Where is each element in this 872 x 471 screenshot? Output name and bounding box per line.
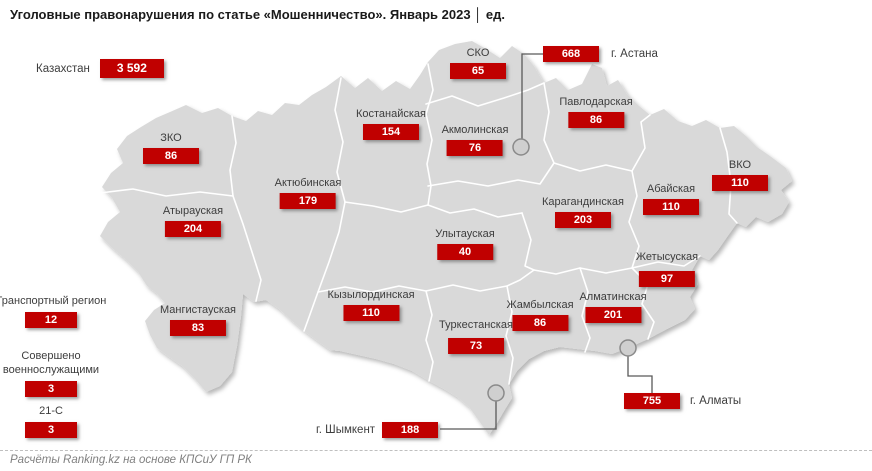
- total-kazakhstan: Казахстан 3 592: [36, 59, 164, 78]
- region-value-badge: 97: [638, 271, 695, 287]
- region-abai: Абайская 110: [643, 183, 699, 215]
- region-name: Улытауская: [435, 228, 495, 240]
- city-name: г. Алматы: [690, 395, 742, 407]
- region-value-badge: 40: [437, 244, 493, 260]
- region-vko: ВКО 110: [712, 159, 768, 191]
- footer-divider: [0, 450, 872, 451]
- region-value-badge: 73: [447, 338, 504, 354]
- stat-label: Совершено военнослужащими: [2, 350, 100, 376]
- source-note: Расчёты Ranking.kz на основе КПСиУ ГП РК: [10, 454, 252, 466]
- stat-label: Транспортный регион: [0, 295, 107, 307]
- region-almaty-oblast: Алматинская 201: [579, 291, 647, 323]
- region-mangystau: Мангистауская 83: [160, 304, 236, 336]
- region-name: Абайская: [646, 183, 696, 195]
- region-name: Кызылординская: [327, 289, 415, 301]
- region-zko: ЗКО 86: [143, 132, 199, 164]
- region-name: Алматинская: [579, 291, 647, 303]
- stat-value-badge: 3: [25, 422, 77, 438]
- region-name: ВКО: [728, 159, 752, 171]
- region-name: Костанайская: [355, 108, 427, 120]
- stat-value-badge: 3: [25, 381, 77, 397]
- astana-connector: [521, 53, 543, 140]
- region-value-badge: 86: [143, 148, 199, 164]
- region-jambyl: Жамбылская 86: [506, 299, 574, 331]
- stat-transport-region: Транспортный регион 12: [0, 294, 107, 328]
- region-turkestan: Туркестанская 73: [439, 319, 513, 354]
- region-kyzylorda: Кызылординская 110: [327, 289, 415, 321]
- region-akmola: Акмолинская 76: [441, 124, 509, 156]
- almaty-connector: [627, 356, 653, 393]
- astana-city-marker: [512, 138, 530, 156]
- total-label: Казахстан: [36, 62, 90, 75]
- region-value-badge: 203: [555, 212, 611, 228]
- city-astana: 668 г. Астана: [543, 46, 658, 62]
- region-aktobe: Актюбинская 179: [274, 177, 342, 209]
- region-value-badge: 65: [450, 63, 506, 79]
- stat-21s: 21-С 3: [0, 404, 107, 438]
- region-pavlodar: Павлодарская 86: [559, 96, 633, 128]
- region-kostanay: Костанайская 154: [356, 108, 426, 140]
- region-sko: СКО 65: [450, 47, 506, 79]
- shymkent-city-marker: [487, 384, 505, 402]
- region-value-badge: 76: [446, 140, 503, 156]
- city-markers: [487, 138, 637, 402]
- almaty-city-marker: [619, 339, 637, 357]
- region-value-badge: 86: [567, 112, 624, 128]
- country-outline: [100, 41, 792, 435]
- region-karaganda: Карагандинская 203: [542, 196, 624, 228]
- region-name: Туркестанская: [439, 319, 513, 331]
- region-value-badge: 204: [165, 221, 221, 237]
- region-atyrau: Атырауская 204: [163, 205, 223, 237]
- region-name: Павлодарская: [559, 96, 633, 108]
- region-borders: [99, 63, 738, 385]
- city-almaty: 755 г. Алматы: [624, 393, 741, 409]
- region-name: Карагандинская: [542, 196, 624, 208]
- region-name: ЗКО: [160, 132, 182, 144]
- city-name: г. Астана: [611, 48, 658, 60]
- stat-value-badge: 12: [25, 312, 77, 328]
- city-connectors: [440, 53, 653, 430]
- region-name: Атырауская: [162, 205, 224, 217]
- region-value-badge: 86: [512, 315, 568, 331]
- region-value-badge: 110: [643, 199, 699, 215]
- city-value-badge: 188: [382, 422, 439, 438]
- city-shymkent: г. Шымкент 188: [316, 422, 439, 438]
- region-name: Мангистауская: [159, 304, 237, 316]
- region-value-badge: 83: [170, 320, 226, 336]
- city-value-badge: 755: [624, 393, 680, 409]
- stat-military: Совершено военнослужащими 3: [0, 349, 107, 397]
- stat-label: 21-С: [39, 405, 63, 417]
- region-name: Актюбинская: [274, 177, 342, 189]
- total-value-badge: 3 592: [99, 59, 164, 78]
- region-value-badge: 110: [343, 305, 399, 321]
- city-name: г. Шымкент: [316, 424, 376, 436]
- region-name: Жетысуская: [635, 251, 699, 263]
- region-ulytau: Улытауская 40: [435, 228, 495, 260]
- shymkent-connector: [440, 401, 497, 430]
- region-name: Жамбылская: [506, 299, 574, 311]
- region-name: Акмолинская: [441, 124, 509, 136]
- page-title: Уголовные правонарушения по статье «Моше…: [10, 7, 506, 22]
- region-jetysu: Жетысуская 97: [636, 251, 698, 287]
- city-value-badge: 668: [543, 46, 599, 62]
- region-value-badge: 201: [585, 307, 641, 323]
- region-value-badge: 179: [280, 193, 336, 209]
- region-value-badge: 154: [363, 124, 419, 140]
- region-value-badge: 110: [712, 175, 768, 191]
- region-name: СКО: [466, 47, 490, 59]
